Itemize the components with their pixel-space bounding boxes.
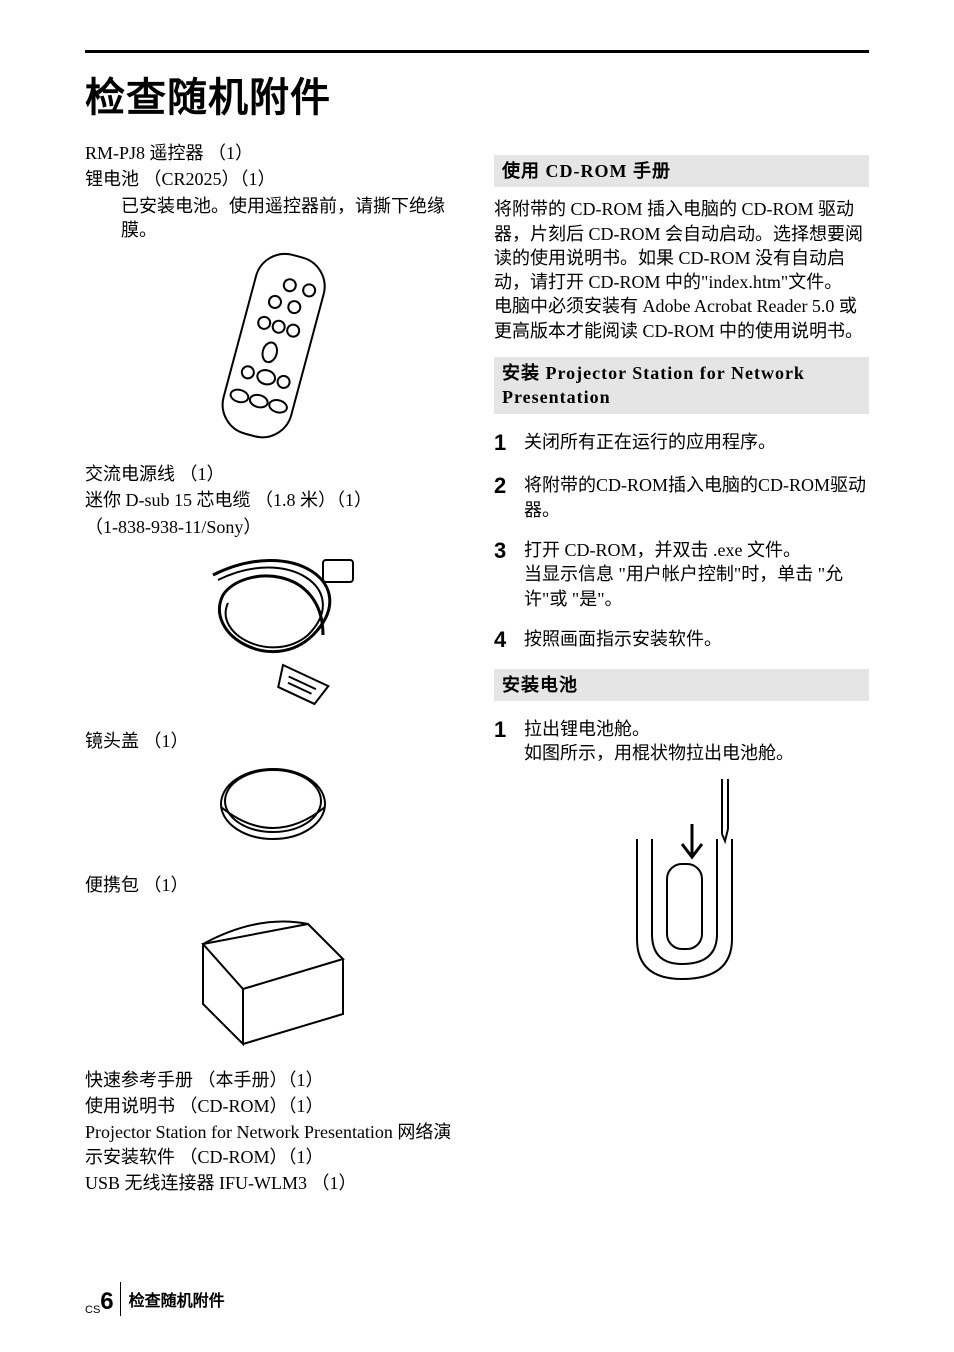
top-rule [85, 50, 869, 53]
step-number: 3 [494, 536, 524, 611]
page-number: 6 [100, 1288, 113, 1316]
step-number: 4 [494, 625, 524, 655]
section-cdrom-header: 使用 CD-ROM 手册 [494, 155, 869, 187]
item-dsub: 迷你 D-sub 15 芯电缆 （1.8 米）（1） [85, 488, 460, 512]
left-column: RM-PJ8 遥控器 （1） 锂电池 （CR2025）（1） 已安装电池。使用遥… [85, 141, 460, 1197]
step-number: 2 [494, 471, 524, 522]
page-title: 检查随机附件 [85, 65, 869, 123]
battery-note: 已安装电池。使用遥控器前，请撕下绝缘膜。 [85, 194, 460, 243]
step-text: 关闭所有正在运行的应用程序。 [524, 428, 869, 458]
install-step-2: 2 将附带的CD-ROM插入电脑的CD-ROM驱动器。 [494, 471, 869, 522]
step-text: 按照画面指示安装软件。 [524, 625, 869, 655]
step-main: 拉出锂电池舱。 [524, 719, 650, 739]
footer-label: 检查随机附件 [120, 1282, 225, 1316]
columns: RM-PJ8 遥控器 （1） 锂电池 （CR2025）（1） 已安装电池。使用遥… [85, 141, 869, 1197]
case-illustration [85, 904, 460, 1054]
step-main: 打开 CD-ROM，并双击 .exe 文件。 [524, 540, 801, 560]
item-ac-cord: 交流电源线 （1） [85, 462, 460, 486]
lang-tag: CS [85, 1304, 100, 1316]
step-number: 1 [494, 715, 524, 766]
cable-illustration [85, 545, 460, 715]
item-battery: 锂电池 （CR2025）（1） [85, 167, 460, 191]
right-column: 使用 CD-ROM 手册 将附带的 CD-ROM 插入电脑的 CD-ROM 驱动… [494, 141, 869, 1197]
step-text: 将附带的CD-ROM插入电脑的CD-ROM驱动器。 [524, 471, 869, 522]
cdrom-paragraph: 将附带的 CD-ROM 插入电脑的 CD-ROM 驱动器，片刻后 CD-ROM … [494, 197, 869, 343]
step-sub: 当显示信息 "用户帐户控制"时，单击 "允许"或 "是"。 [524, 562, 869, 611]
page-footer: CS 6 检查随机附件 [85, 1282, 225, 1316]
manual-item-1: 使用说明书 （CD-ROM）（1） [85, 1094, 460, 1118]
battery-holder-illustration [494, 779, 869, 989]
step-text: 拉出锂电池舱。 如图所示，用棍状物拉出电池舱。 [524, 715, 869, 766]
step-number: 1 [494, 428, 524, 458]
manual-item-3: USB 无线连接器 IFU-WLM3 （1） [85, 1171, 460, 1195]
install-step-4: 4 按照画面指示安装软件。 [494, 625, 869, 655]
remote-illustration [85, 248, 460, 448]
battery-step-1: 1 拉出锂电池舱。 如图所示，用棍状物拉出电池舱。 [494, 715, 869, 766]
section-install-header: 安装 Projector Station for Network Present… [494, 357, 869, 414]
item-case: 便携包 （1） [85, 873, 460, 897]
item-dsub-part: （1-838-938-11/Sony） [85, 515, 460, 539]
step-text: 打开 CD-ROM，并双击 .exe 文件。 当显示信息 "用户帐户控制"时，单… [524, 536, 869, 611]
lens-cap-illustration [85, 759, 460, 859]
install-step-1: 1 关闭所有正在运行的应用程序。 [494, 428, 869, 458]
section-battery-header: 安装电池 [494, 669, 869, 701]
manual-item-0: 快速参考手册 （本手册）（1） [85, 1068, 460, 1092]
item-remote: RM-PJ8 遥控器 （1） [85, 141, 460, 165]
step-sub: 如图所示，用棍状物拉出电池舱。 [524, 741, 869, 765]
item-lens-cap: 镜头盖 （1） [85, 729, 460, 753]
install-step-3: 3 打开 CD-ROM，并双击 .exe 文件。 当显示信息 "用户帐户控制"时… [494, 536, 869, 611]
manual-item-2: Projector Station for Network Presentati… [85, 1120, 460, 1169]
